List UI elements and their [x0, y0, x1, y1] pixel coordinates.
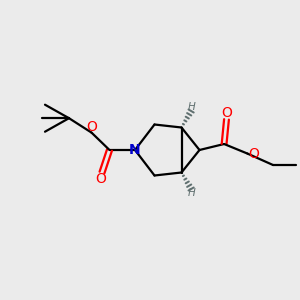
Text: H: H — [188, 188, 196, 198]
Text: O: O — [95, 172, 106, 186]
Text: O: O — [86, 120, 97, 134]
Text: H: H — [188, 102, 196, 112]
Text: N: N — [129, 143, 141, 157]
Text: O: O — [221, 106, 232, 120]
Text: O: O — [249, 147, 260, 160]
